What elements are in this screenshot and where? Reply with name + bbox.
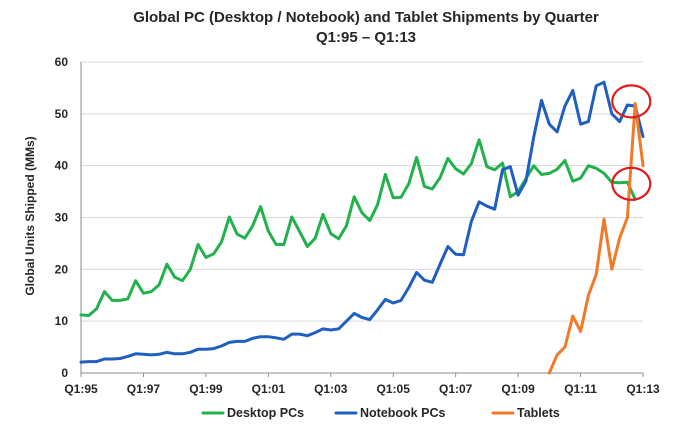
x-tick-label: Q1:01 bbox=[252, 382, 286, 396]
highlight-circles bbox=[611, 84, 652, 201]
x-tick-label: Q1:95 bbox=[64, 382, 98, 396]
y-tick-label: 40 bbox=[55, 159, 69, 173]
y-tick-label: 10 bbox=[55, 314, 69, 328]
axes bbox=[80, 62, 644, 377]
chart-title-line2: Q1:95 – Q1:13 bbox=[316, 29, 416, 46]
y-tick-label: 0 bbox=[61, 366, 68, 380]
series-line-desktop-pcs bbox=[79, 138, 637, 317]
legend: Desktop PCs Notebook PCs Tablets bbox=[201, 406, 560, 420]
y-tick-labels: 0 10 20 30 40 50 60 bbox=[55, 55, 69, 380]
gridlines bbox=[81, 61, 643, 322]
series-line-notebook-pcs bbox=[79, 80, 645, 364]
y-tick-label: 50 bbox=[55, 107, 69, 121]
y-tick-label: 20 bbox=[55, 262, 69, 276]
x-tick-label: Q1:11 bbox=[564, 382, 597, 396]
series-lines bbox=[79, 80, 645, 375]
x-tick-label: Q1:07 bbox=[439, 382, 473, 396]
highlight-circle-2 bbox=[611, 166, 652, 201]
legend-label-notebook-pcs: Notebook PCs bbox=[360, 406, 445, 420]
y-axis-title: Global Units Shipped (MMs) bbox=[23, 136, 37, 295]
y-tick-label: 30 bbox=[55, 211, 69, 225]
x-tick-label: Q1:05 bbox=[377, 382, 411, 396]
x-tick-label: Q1:97 bbox=[127, 382, 161, 396]
x-tick-label: Q1:09 bbox=[501, 382, 535, 396]
chart-title-line1: Global PC (Desktop / Notebook) and Table… bbox=[133, 9, 599, 26]
highlight-circle-1 bbox=[611, 84, 652, 119]
x-tick-label: Q1:13 bbox=[626, 382, 660, 396]
legend-label-tablets: Tablets bbox=[517, 406, 560, 420]
legend-label-desktop-pcs: Desktop PCs bbox=[227, 406, 304, 420]
series-line-tablets bbox=[547, 102, 645, 375]
x-tick-label: Q1:03 bbox=[314, 382, 348, 396]
y-tick-label: 60 bbox=[55, 55, 69, 69]
x-tick-label: Q1:99 bbox=[189, 382, 223, 396]
x-tick-labels: Q1:95 Q1:97 Q1:99 Q1:01 Q1:03 Q1:05 Q1:07 Q1:09… bbox=[64, 382, 660, 396]
